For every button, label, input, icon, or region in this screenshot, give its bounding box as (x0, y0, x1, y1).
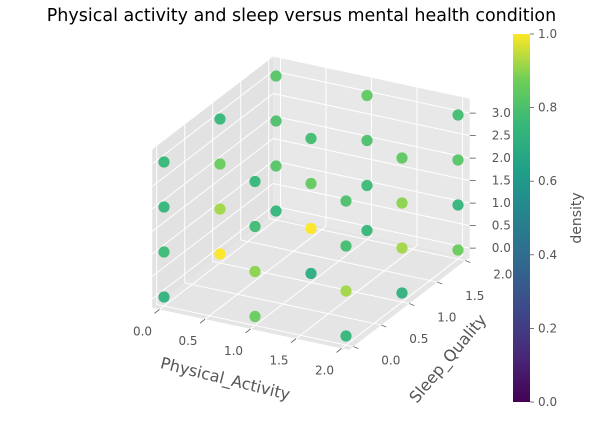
data-point (249, 265, 261, 278)
x-tick-label: 0.0 (133, 324, 152, 338)
colorbar-tick-label: 0.4 (538, 248, 557, 262)
data-point (452, 199, 464, 211)
data-point (340, 240, 352, 252)
data-point (214, 248, 226, 260)
colorbar: 0.0 0.2 0.4 0.6 0.8 1.0 density (513, 27, 585, 409)
x-tick-label: 1.0 (224, 344, 243, 358)
data-point (452, 244, 464, 256)
y-tick-mark (465, 260, 471, 263)
y-tick-label: 1.0 (437, 311, 456, 325)
z-grid-line (151, 115, 274, 210)
y-tick-label: 2.0 (493, 268, 512, 282)
z-grid-line (273, 160, 470, 204)
data-point (249, 310, 261, 323)
z-grid-line (273, 183, 470, 227)
data-point (396, 242, 408, 254)
colorbar-tick-label: 0.0 (538, 395, 557, 409)
data-point (270, 70, 282, 82)
x-tick-mark (336, 348, 342, 353)
data-point (452, 109, 464, 121)
data-point (214, 158, 226, 170)
z-grid-line (151, 70, 274, 165)
chart-title: Physical activity and sleep versus menta… (46, 6, 557, 26)
z-grid-line (273, 205, 470, 249)
data-points (158, 70, 464, 342)
z-grid-line (273, 70, 470, 114)
data-point (340, 285, 352, 297)
data-point (214, 113, 226, 125)
data-point (361, 89, 373, 102)
data-point (340, 330, 352, 342)
colorbar-ticks: 0.0 0.2 0.4 0.6 0.8 1.0 (530, 27, 557, 409)
z-grid-line (151, 93, 274, 187)
x-tick-mark (154, 309, 160, 314)
data-point (158, 291, 170, 303)
data-point (158, 156, 170, 168)
y-tick-mark (409, 303, 415, 306)
colorbar-tick-label: 0.2 (538, 321, 557, 335)
z-tick-label: 2.0 (492, 151, 511, 165)
data-point (361, 134, 373, 147)
data-point (361, 179, 373, 192)
axes-panes (152, 56, 470, 350)
data-point (305, 132, 317, 145)
data-point (249, 175, 261, 188)
y-tick-mark (381, 324, 387, 328)
y-tick-mark (437, 281, 443, 285)
data-point (305, 177, 317, 190)
z-tick-label: 2.5 (492, 129, 511, 143)
y-axis-label: Sleep_Quality (405, 310, 491, 407)
data-point (305, 267, 317, 280)
colorbar-label: density (569, 192, 585, 243)
z-tick-label: 0.5 (492, 219, 511, 233)
y-tick-label: 0.0 (381, 354, 400, 368)
z-grid-line (273, 138, 470, 182)
y-grid-line (268, 217, 466, 262)
colorbar-tick-label: 0.8 (538, 101, 557, 115)
z-tick-label: 3.0 (492, 106, 511, 120)
z-grid-line (273, 115, 470, 159)
grid-lines (151, 58, 470, 349)
x-tick-mark (245, 328, 251, 334)
x-tick-label: 0.5 (178, 334, 197, 348)
y-grid-line (156, 303, 354, 348)
x-tick-label: 1.5 (269, 354, 288, 368)
y-tick-label: 0.5 (409, 332, 428, 346)
x-tick-mark (290, 338, 297, 344)
data-point (249, 220, 261, 233)
y-tick-mark (353, 346, 359, 349)
y-grid-line (184, 282, 382, 326)
data-point (305, 222, 317, 235)
data-point (270, 115, 282, 127)
colorbar-gradient (513, 34, 530, 402)
data-point (361, 224, 373, 237)
data-point (452, 154, 464, 166)
x-tick-mark (199, 318, 206, 324)
colorbar-tick-label: 0.6 (538, 174, 557, 188)
z-grid-line (151, 138, 274, 232)
colorbar-tick-label: 1.0 (538, 27, 557, 41)
z-tick-label: 1.0 (492, 196, 511, 210)
tick-labels: 0.0 0.5 1.0 1.5 2.0 0.0 0.5 1.0 1.5 2.0 0.0 0.5 1.0 1… (133, 106, 512, 377)
data-point (214, 203, 226, 215)
y-tick-label: 1.5 (465, 289, 484, 303)
data-point (270, 205, 282, 217)
z-tick-label: 1.5 (492, 174, 511, 188)
z-grid-line (273, 93, 470, 137)
data-point (396, 152, 408, 164)
data-point (158, 201, 170, 213)
data-point (158, 246, 170, 258)
data-point (270, 160, 282, 172)
x-tick-label: 2.0 (315, 363, 334, 377)
y-grid-line (212, 260, 410, 305)
data-point (340, 195, 352, 207)
z-grid-line (151, 183, 274, 277)
y-grid-line (240, 239, 438, 283)
data-point (396, 287, 408, 299)
z-tick-label: 0.0 (492, 241, 511, 255)
data-point (396, 197, 408, 209)
